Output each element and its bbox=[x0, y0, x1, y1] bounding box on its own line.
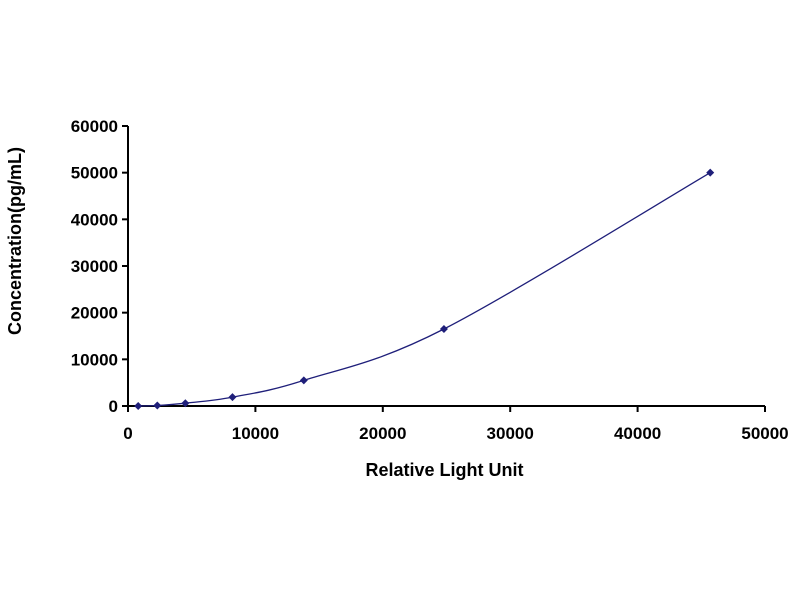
y-tick-label: 60000 bbox=[71, 117, 118, 136]
data-point bbox=[299, 376, 308, 385]
data-point bbox=[153, 401, 162, 410]
x-tick-label: 0 bbox=[123, 424, 132, 443]
y-ticks: 0 10000 20000 30000 40000 50000 60000 bbox=[71, 117, 128, 416]
y-tick-label: 0 bbox=[109, 397, 118, 416]
x-ticks: 0 10000 20000 30000 40000 50000 bbox=[123, 406, 789, 443]
x-tick-label: 40000 bbox=[614, 424, 661, 443]
y-tick-label: 40000 bbox=[71, 210, 118, 229]
x-tick-label: 20000 bbox=[359, 424, 406, 443]
series-layer bbox=[134, 168, 715, 410]
x-tick-label: 50000 bbox=[741, 424, 788, 443]
data-point bbox=[228, 393, 237, 402]
y-tick-label: 50000 bbox=[71, 164, 118, 183]
data-point bbox=[134, 402, 143, 410]
x-axis-title: Relative Light Unit bbox=[365, 460, 523, 480]
y-tick-label: 30000 bbox=[71, 257, 118, 276]
data-point bbox=[706, 168, 715, 177]
axes bbox=[127, 126, 765, 407]
data-point bbox=[181, 399, 190, 408]
x-tick-label: 30000 bbox=[487, 424, 534, 443]
x-tick-label: 10000 bbox=[232, 424, 279, 443]
data-point bbox=[439, 325, 448, 333]
series-curve bbox=[138, 172, 711, 407]
y-tick-label: 10000 bbox=[71, 350, 118, 369]
y-axis-title: Concentration(pg/mL) bbox=[5, 147, 25, 335]
y-tick-label: 20000 bbox=[71, 304, 118, 323]
